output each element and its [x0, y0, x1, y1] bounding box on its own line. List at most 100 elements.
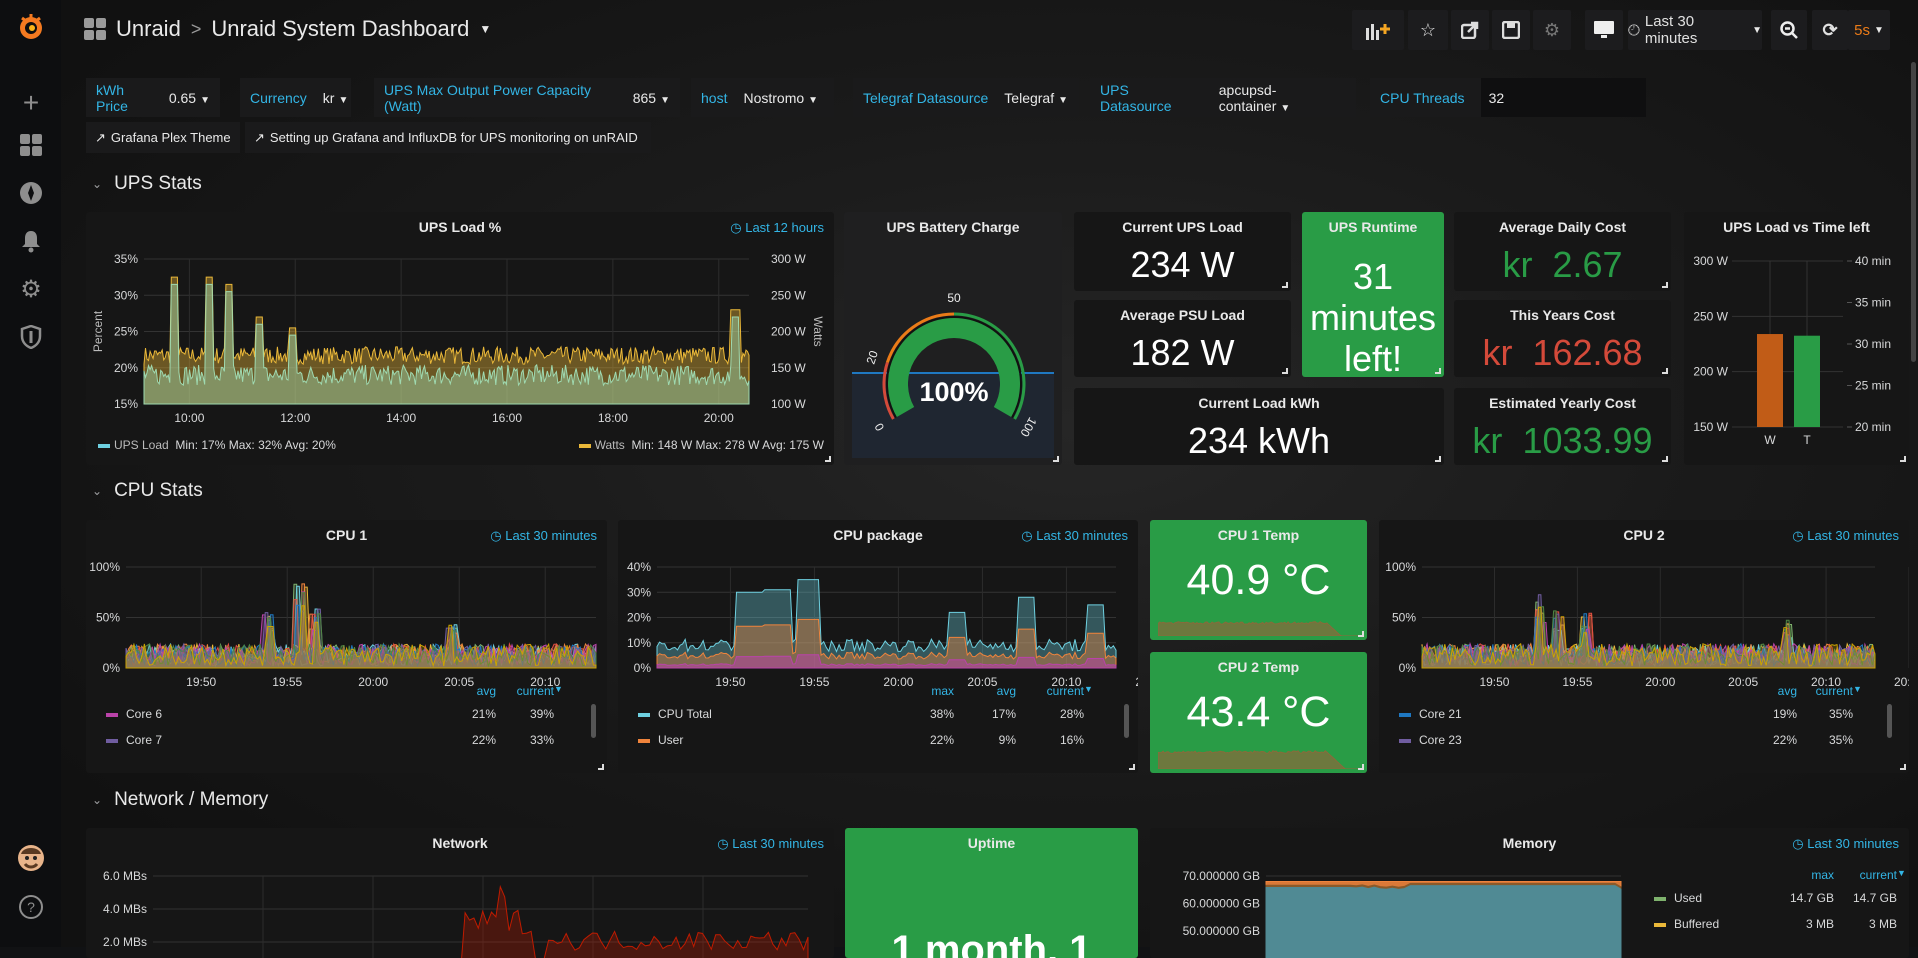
variable-value-dropdown[interactable]: apcupsd-container▼ — [1219, 82, 1346, 114]
refresh-button[interactable]: ⟳ — [1812, 10, 1848, 50]
row-network-memory[interactable]: ⌄Network / Memory — [92, 789, 268, 811]
legend-column-avg[interactable]: avg — [997, 684, 1016, 698]
resize-handle[interactable] — [1129, 764, 1135, 770]
resize-handle[interactable] — [1358, 631, 1364, 637]
panel-title[interactable]: Current Load kWh — [1074, 395, 1444, 411]
link-grafana-plex-theme[interactable]: ↗Grafana Plex Theme — [86, 122, 240, 153]
panel-title[interactable]: Average Daily Cost — [1454, 219, 1671, 235]
legend-value-avg: 19% — [1773, 707, 1797, 721]
refresh-interval-picker[interactable]: 5s▼ — [1848, 10, 1890, 50]
star-dashboard-button[interactable]: ☆ — [1408, 10, 1448, 50]
dashboard-picker-caret-icon[interactable]: ▼ — [479, 22, 491, 36]
y2-tick-label: 25 min — [1855, 379, 1891, 393]
legend-column-max[interactable]: max — [1811, 868, 1834, 882]
y-tick-label: 0% — [1399, 661, 1417, 675]
configuration-gear-icon[interactable]: ⚙ — [16, 274, 46, 304]
legend-column-current[interactable]: current — [1816, 684, 1853, 698]
add-panel-button[interactable] — [1352, 10, 1404, 50]
breadcrumb-separator: > — [191, 19, 202, 40]
legend-item[interactable]: Core 21 — [1399, 707, 1462, 721]
variable-value-dropdown[interactable]: Nostromo▼ — [743, 90, 818, 106]
resize-handle[interactable] — [1900, 764, 1906, 770]
sort-caret-icon: ▼ — [1853, 684, 1862, 694]
user-avatar[interactable] — [16, 843, 46, 873]
legend-column-avg[interactable]: avg — [1778, 684, 1797, 698]
row-title: CPU Stats — [114, 480, 203, 502]
y-tick-label: 35% — [114, 252, 138, 266]
legend-scrollbar[interactable] — [591, 704, 596, 738]
panel-title[interactable]: Uptime — [845, 835, 1138, 851]
time-range-label: Last 30 minutes — [1645, 13, 1743, 47]
folder-link[interactable]: Unraid — [116, 16, 181, 42]
legend-ups-load[interactable]: UPS Load Min: 17% Max: 32% Avg: 20% — [98, 438, 336, 452]
panel-title[interactable]: CPU 2 Temp — [1150, 659, 1367, 675]
resize-handle[interactable] — [1053, 456, 1059, 462]
legend-column-current[interactable]: current — [1860, 868, 1897, 882]
variable-value-dropdown[interactable]: 0.65▼ — [169, 90, 210, 106]
explore-compass-icon[interactable] — [16, 178, 46, 208]
page-scrollbar[interactable] — [1911, 62, 1916, 362]
resize-handle[interactable] — [1662, 282, 1668, 288]
variable-value-dropdown[interactable]: Telegraf▼ — [1004, 90, 1068, 106]
server-admin-shield-icon[interactable] — [16, 322, 46, 352]
variable-value-dropdown[interactable]: kr▼ — [323, 90, 349, 106]
dashboard-settings-button[interactable]: ⚙ — [1533, 10, 1571, 50]
resize-handle[interactable] — [1662, 456, 1668, 462]
legend-column-avg[interactable]: avg — [477, 684, 496, 698]
legend-item[interactable]: CPU Total — [638, 707, 712, 721]
legend-item[interactable]: Used — [1654, 891, 1702, 905]
legend-value-avg: 22% — [1773, 733, 1797, 747]
resize-handle[interactable] — [825, 456, 831, 462]
save-icon — [1502, 21, 1520, 39]
time-picker-button[interactable]: 🕘︎Last 30 minutes▼ — [1628, 10, 1762, 50]
resize-handle[interactable] — [1282, 368, 1288, 374]
legend-scrollbar[interactable] — [1887, 704, 1892, 738]
row-ups-stats[interactable]: ⌄UPS Stats — [92, 173, 202, 195]
dashboards-icon[interactable] — [16, 130, 46, 160]
grafana-logo-icon[interactable] — [16, 12, 46, 42]
alerting-bell-icon[interactable] — [16, 226, 46, 256]
share-dashboard-button[interactable] — [1451, 10, 1489, 50]
resize-handle[interactable] — [1282, 282, 1288, 288]
row-cpu-stats[interactable]: ⌄CPU Stats — [92, 480, 203, 502]
legend-column-current[interactable]: current — [517, 684, 554, 698]
cycle-view-mode-button[interactable] — [1585, 10, 1623, 50]
legend-column-max[interactable]: max — [931, 684, 954, 698]
resize-handle[interactable] — [598, 764, 604, 770]
panel-title[interactable]: CPU 1 Temp — [1150, 527, 1367, 543]
gauge-tick-label: 50 — [947, 291, 961, 305]
legend-scrollbar[interactable] — [1124, 704, 1129, 738]
resize-handle[interactable] — [1358, 764, 1364, 770]
link-setting-up-grafana[interactable]: ↗Setting up Grafana and InfluxDB for UPS… — [245, 122, 651, 153]
panel-title[interactable]: Estimated Yearly Cost — [1454, 395, 1671, 411]
panel-title[interactable]: UPS Runtime — [1302, 219, 1444, 235]
save-dashboard-button[interactable] — [1492, 10, 1530, 50]
panel-title[interactable]: This Years Cost — [1454, 307, 1671, 323]
resize-handle[interactable] — [1435, 456, 1441, 462]
legend-item[interactable]: User — [638, 733, 683, 747]
y-tick-label: 30% — [114, 288, 138, 302]
panel-estimated-yearly-cost: Estimated Yearly Cost kr 1033.99 — [1454, 388, 1671, 465]
legend-item[interactable]: Core 6 — [106, 707, 162, 721]
legend-watts[interactable]: Watts Min: 148 W Max: 278 W Avg: 175 W — [579, 438, 824, 452]
resize-handle[interactable] — [1662, 368, 1668, 374]
legend-column-current[interactable]: current — [1047, 684, 1084, 698]
zoom-out-button[interactable] — [1771, 10, 1807, 50]
dashboard-title[interactable]: Unraid System Dashboard — [211, 16, 469, 42]
legend-item[interactable]: Core 7 — [106, 733, 162, 747]
variable-value-dropdown[interactable]: 865▼ — [633, 90, 670, 106]
legend-item[interactable]: Core 23 — [1399, 733, 1462, 747]
panel-title[interactable]: Current UPS Load — [1074, 219, 1291, 235]
cpu-threads-input[interactable]: 32 — [1481, 78, 1646, 117]
resize-handle[interactable] — [1900, 456, 1906, 462]
plus-icon[interactable]: + — [16, 88, 46, 118]
help-icon[interactable]: ? — [16, 892, 46, 922]
x-tick-label: W — [1764, 433, 1776, 447]
legend-item[interactable]: Buffered — [1654, 917, 1719, 931]
stat-value: 1 month, 1 — [845, 928, 1138, 958]
panel-title[interactable]: Average PSU Load — [1074, 307, 1291, 323]
resize-handle[interactable] — [1435, 368, 1441, 374]
